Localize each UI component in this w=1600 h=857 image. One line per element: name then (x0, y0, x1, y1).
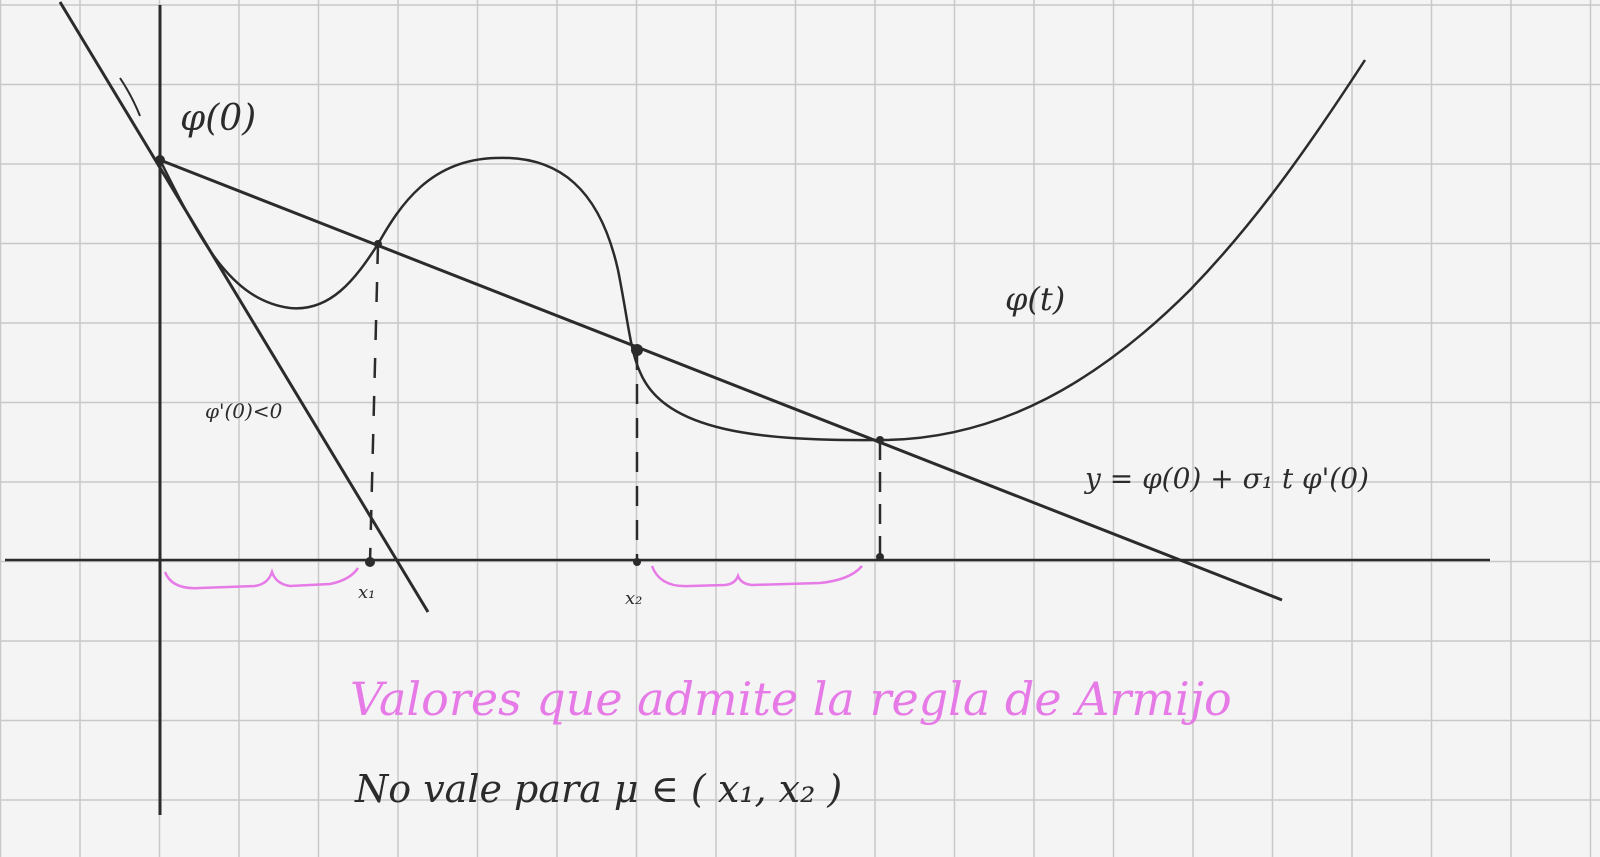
phi-t-label: φ(t) (1005, 280, 1065, 318)
point-x3 (876, 553, 884, 561)
point-intersection-1 (374, 240, 382, 248)
point-phi-0 (155, 155, 165, 165)
tangent-label: φ'(0)<0 (205, 399, 283, 423)
x1-label: x₁ (358, 582, 375, 603)
admissible-interval-brace-2 (650, 565, 863, 588)
armijo-line-equation: y = φ(0) + σ₁ t φ'(0) (1083, 462, 1369, 495)
point-x1 (365, 557, 375, 567)
x2-label: x₂ (625, 588, 642, 609)
phi-0-label: φ(0) (180, 98, 256, 139)
point-intersection-3 (876, 436, 884, 444)
x1-dashed-line (368, 243, 380, 563)
admissible-interval-brace-1 (163, 567, 360, 590)
invalid-values-note: No vale para μ ∈ ( x₁, x₂ ) (354, 767, 842, 811)
tangent-line-stroke-mark (119, 77, 141, 117)
tangent-line (58, 1, 430, 613)
armijo-line (159, 158, 1283, 602)
phi-curve (158, 59, 1367, 442)
valid-values-note: Valores que admite la regla de Armijo (350, 672, 1232, 726)
point-x2 (633, 558, 641, 566)
point-intersection-2 (631, 344, 643, 356)
